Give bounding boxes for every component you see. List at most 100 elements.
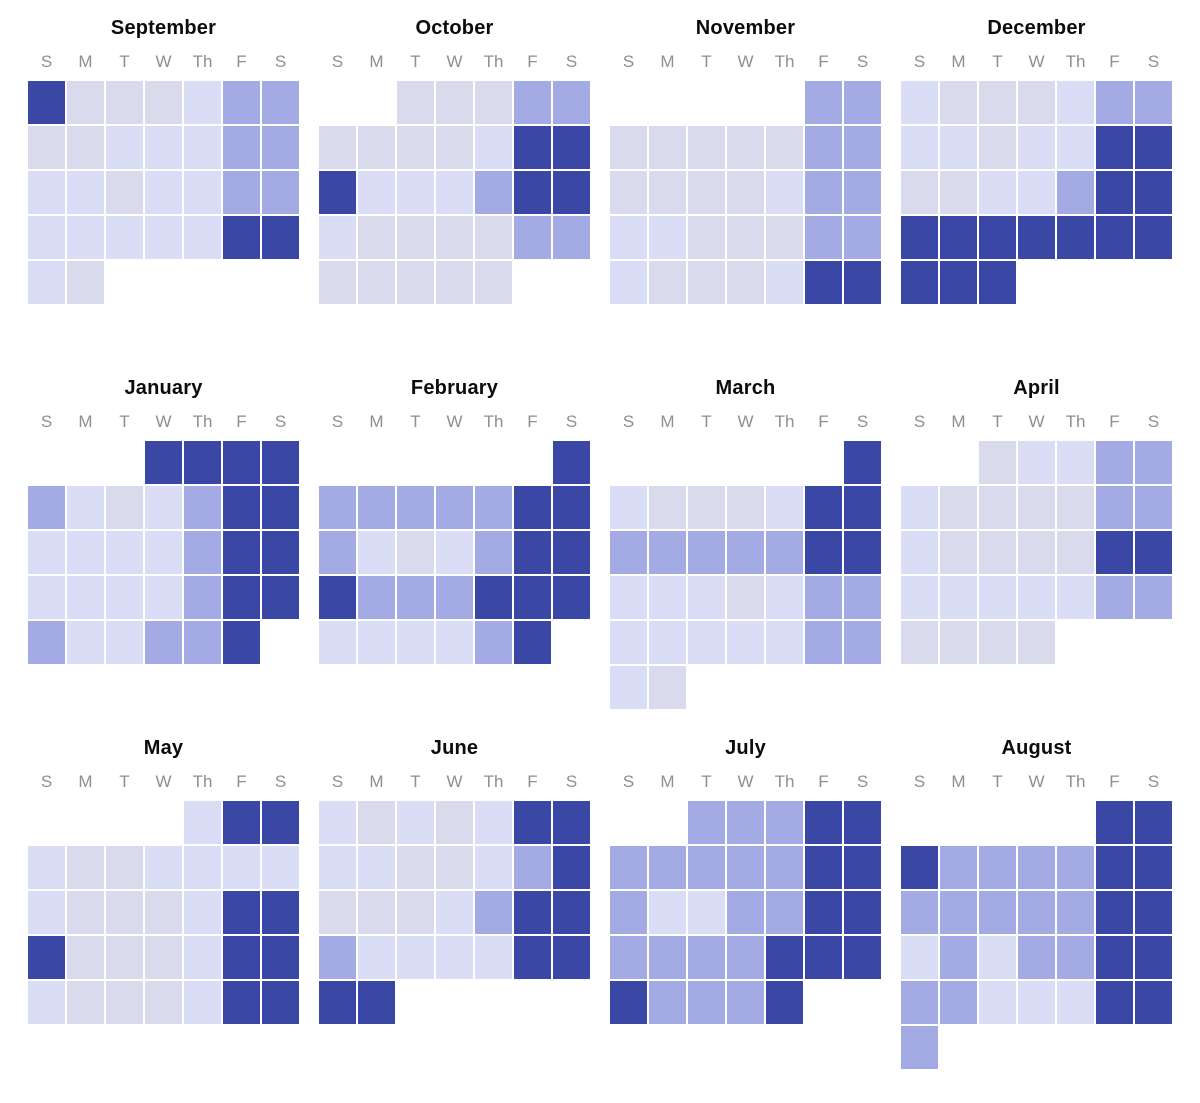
day-cell (358, 171, 395, 214)
day-cell (184, 216, 221, 259)
week-row (319, 261, 590, 304)
day-cell (766, 846, 803, 889)
day-cell (940, 216, 977, 259)
day-cell (727, 576, 764, 619)
empty-cell (397, 441, 434, 484)
day-header-row: S M T W Th F S (610, 402, 881, 441)
day-header: T (992, 771, 1003, 791)
day-cell (262, 576, 299, 619)
day-cell (766, 531, 803, 574)
empty-cell (358, 81, 395, 124)
month-title: May (143, 737, 184, 759)
day-cell (1018, 81, 1055, 124)
day-cell (766, 126, 803, 169)
empty-cell (610, 801, 647, 844)
day-cell (397, 936, 434, 979)
day-header-row: S M T W Th F S (901, 42, 1172, 81)
day-cell (1135, 216, 1172, 259)
day-cell (397, 216, 434, 259)
day-cell (610, 171, 647, 214)
day-cell (610, 216, 647, 259)
day-cell (1057, 846, 1094, 889)
day-cell (67, 621, 104, 664)
day-cell (940, 126, 977, 169)
day-cell (475, 486, 512, 529)
day-cell (475, 576, 512, 619)
day-header: S (622, 771, 635, 791)
day-header-row: S M T W Th F S (319, 762, 590, 801)
day-cell (223, 81, 260, 124)
day-cell (901, 171, 938, 214)
day-cell (145, 216, 182, 259)
month-title: September (110, 17, 217, 39)
day-cell (979, 81, 1016, 124)
empty-cell (979, 1026, 1016, 1069)
day-header: F (527, 771, 538, 791)
day-cell (514, 576, 551, 619)
day-cell (649, 666, 686, 709)
day-cell (358, 621, 395, 664)
day-cell (475, 531, 512, 574)
week-row (28, 576, 299, 619)
day-cell (475, 936, 512, 979)
day-cell (106, 936, 143, 979)
day-cell (649, 981, 686, 1024)
day-cell (940, 171, 977, 214)
month-february: February S M T W Th F S (319, 374, 590, 734)
empty-cell (106, 261, 143, 304)
week-row (901, 441, 1172, 484)
day-header: T (701, 771, 712, 791)
day-cell (844, 891, 881, 934)
day-header: Th (483, 51, 504, 71)
day-cell (145, 846, 182, 889)
day-cell (979, 891, 1016, 934)
day-cell (475, 261, 512, 304)
day-header: S (331, 411, 344, 431)
day-cell (436, 891, 473, 934)
day-cell (358, 261, 395, 304)
day-header: W (446, 411, 463, 431)
day-cell (979, 576, 1016, 619)
week-row (28, 621, 299, 664)
day-cell (436, 576, 473, 619)
day-cell (1096, 891, 1133, 934)
day-cell (1057, 486, 1094, 529)
empty-cell (844, 981, 881, 1024)
day-cell (1135, 846, 1172, 889)
day-cell (727, 891, 764, 934)
day-cell (106, 576, 143, 619)
week-row (610, 666, 881, 709)
day-cell (1018, 891, 1055, 934)
day-header: M (78, 411, 93, 431)
day-cell (844, 576, 881, 619)
day-cell (649, 846, 686, 889)
day-cell (1096, 981, 1133, 1024)
day-cell (262, 981, 299, 1024)
day-header: M (660, 411, 675, 431)
day-cell (1018, 216, 1055, 259)
day-cell (688, 891, 725, 934)
day-cell (145, 441, 182, 484)
day-cell (553, 441, 590, 484)
day-cell (940, 81, 977, 124)
day-header: W (1028, 411, 1045, 431)
day-cell (979, 846, 1016, 889)
week-row (319, 81, 590, 124)
day-cell (358, 576, 395, 619)
weeks-grid (319, 441, 590, 664)
day-cell (262, 936, 299, 979)
day-cell (1018, 171, 1055, 214)
day-cell (1135, 801, 1172, 844)
day-cell (649, 486, 686, 529)
week-row (319, 936, 590, 979)
day-cell (358, 846, 395, 889)
week-row (319, 576, 590, 619)
empty-cell (766, 441, 803, 484)
day-cell (610, 531, 647, 574)
day-cell (979, 171, 1016, 214)
week-row (28, 801, 299, 844)
empty-cell (940, 801, 977, 844)
empty-cell (475, 981, 512, 1024)
day-cell (805, 216, 842, 259)
day-header-row: S M T W Th F S (901, 402, 1172, 441)
